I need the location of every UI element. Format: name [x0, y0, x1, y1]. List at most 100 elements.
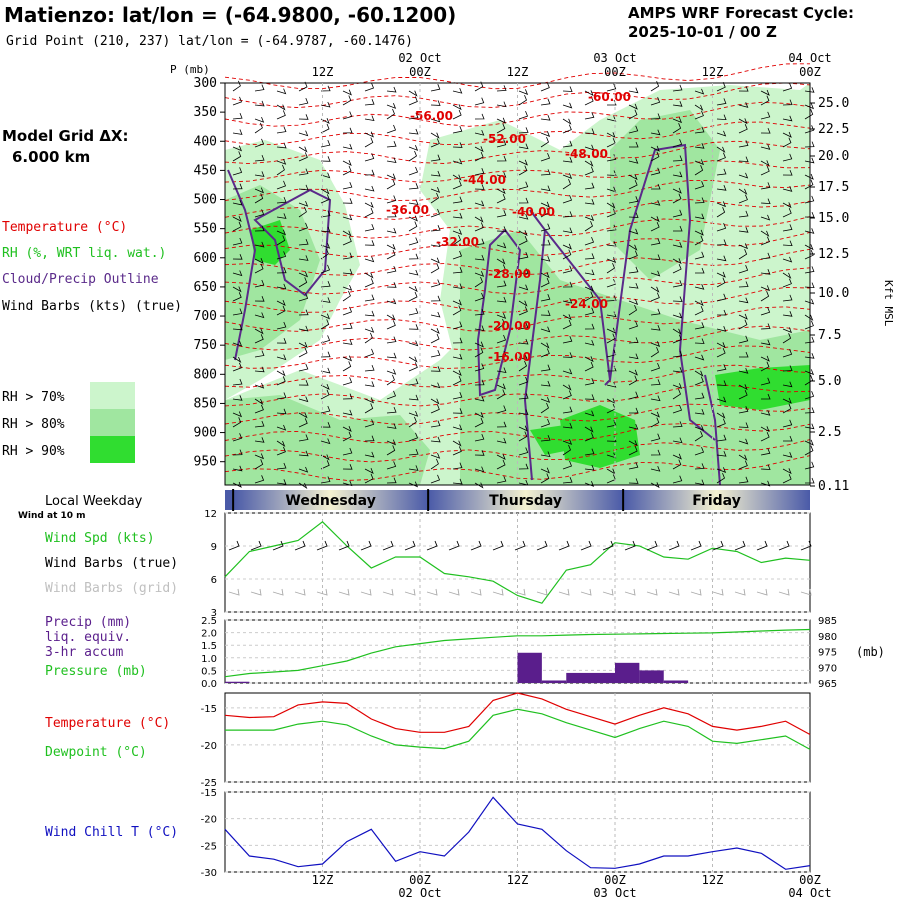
wind-barb: [342, 111, 353, 120]
wind-barb: [452, 305, 462, 316]
surface-wind-barb: [668, 540, 680, 551]
wind-barb: [342, 165, 352, 176]
bottom-hour-label: 12Z: [312, 873, 334, 887]
wind-barb: [628, 299, 639, 306]
wind-barb: [342, 127, 353, 134]
wind-barb: [760, 339, 771, 346]
wind-barb: [342, 425, 352, 432]
wind-barb: [760, 198, 771, 205]
wind-barb: [672, 280, 683, 288]
wind-barb: [606, 202, 616, 209]
isotherm-label: -24.00: [565, 297, 608, 311]
wind-barb: [474, 254, 485, 261]
wind-barb: [651, 183, 661, 190]
wind-barb: [276, 235, 286, 246]
wind-barb: [540, 131, 551, 138]
grid-wind-barb: [778, 588, 790, 596]
wind-barb: [562, 460, 573, 470]
wind-barb: [584, 481, 595, 487]
wind-barb: [650, 308, 661, 316]
isotherm-label: -56.00: [410, 109, 453, 123]
wind-barb: [584, 285, 594, 292]
wind-barb: [760, 236, 770, 246]
wind-barb: [408, 291, 418, 302]
wind-barb: [738, 188, 748, 195]
wind-barb: [584, 307, 595, 316]
wind-barb: [672, 366, 683, 373]
grid-wind-barb: [470, 588, 482, 596]
surface-wind-barb: [404, 540, 416, 551]
wind-barb: [628, 478, 639, 484]
wind-barb: [738, 438, 749, 445]
wind-barb: [474, 238, 485, 246]
wind-barb: [540, 342, 550, 349]
wind-barb: [496, 454, 506, 461]
wind-barb: [386, 406, 397, 414]
wind-barb: [430, 192, 439, 204]
wind-barb: [518, 338, 529, 345]
surface-wind-barb: [800, 540, 812, 551]
wind-barb: [320, 85, 331, 92]
wind-barb: [386, 108, 395, 120]
legend-swatch-rh70: [90, 382, 135, 409]
precip-label: Precip (mm): [45, 615, 131, 630]
wind-barb: [298, 206, 307, 218]
wind-barb: [804, 250, 814, 260]
wind-barb: [540, 402, 549, 414]
wind-barb: [584, 448, 595, 456]
wind-barb: [254, 404, 264, 414]
surface-wind-barb: [690, 540, 702, 551]
wind-barb: [716, 418, 726, 428]
top-hour-label: 12Z: [312, 65, 334, 79]
wind-barb: [408, 286, 418, 293]
wind-barb: [342, 409, 353, 416]
wind-barb: [804, 369, 815, 376]
wind-barb: [408, 432, 419, 442]
wind-barb: [694, 104, 704, 111]
grid-wind-barb: [448, 588, 460, 596]
wind-barb: [628, 228, 639, 235]
wind-barb: [650, 113, 661, 120]
grid-wind-barb: [712, 588, 724, 596]
wind-barb: [364, 403, 374, 414]
wind-barb: [254, 398, 264, 406]
wind-barb: [496, 226, 507, 232]
isotherm-label: -52.00: [483, 132, 526, 146]
height-tick-label: 25.0: [818, 96, 849, 111]
wind-barb: [584, 394, 595, 400]
pressure-tick-label: 650: [194, 280, 217, 295]
wind-barb: [628, 304, 637, 316]
wind-barb: [518, 89, 529, 96]
wind-barb: [716, 201, 727, 208]
wind-barb: [672, 187, 682, 194]
wind-barb: [760, 182, 771, 190]
wind-barb: [782, 208, 792, 218]
wind-speed-label: Wind Spd (kts): [45, 531, 155, 546]
wind-barb: [386, 249, 396, 260]
wind-barb: [650, 324, 661, 331]
wind-barb: [650, 341, 661, 348]
wind-barb: [584, 378, 595, 386]
wind-barb: [650, 200, 661, 206]
wind-barb: [694, 88, 705, 95]
wind-barb: [606, 349, 617, 358]
wind-barb: [782, 256, 793, 263]
wind-barb: [232, 129, 243, 135]
wind-barb: [650, 145, 660, 152]
wind-barb: [738, 406, 749, 414]
wind-barb: [364, 202, 374, 209]
surface-wind-barb: [338, 540, 350, 551]
wind-barb: [320, 172, 331, 179]
wind-barb: [628, 375, 638, 386]
precip-bar: [639, 670, 664, 683]
wind-barb: [518, 181, 529, 190]
wind-barb: [408, 340, 419, 347]
wind-barb: [650, 433, 661, 442]
wind-barb: [760, 285, 771, 292]
wind-barb: [694, 235, 704, 246]
wind-barb: [672, 263, 682, 274]
wind-barb: [782, 349, 793, 358]
wind-barb: [518, 235, 528, 246]
wind-barb: [232, 411, 243, 418]
